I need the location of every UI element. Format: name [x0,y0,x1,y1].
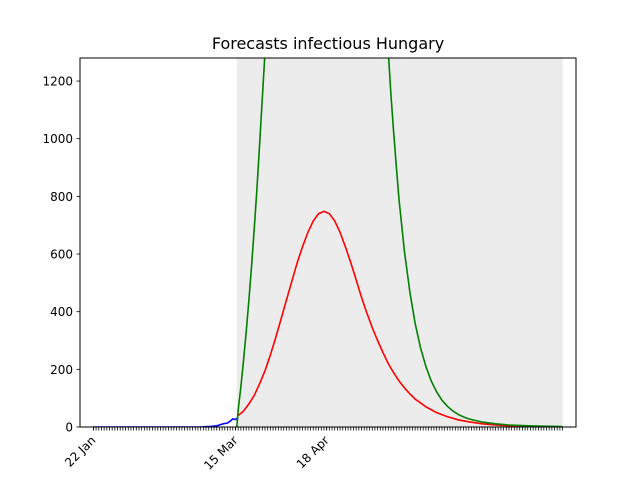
x-axis-ticks: 22 Jan 15 Mar 18 Apr [62,427,563,473]
chart-title: Forecasts infectious Hungary [212,34,444,53]
axes-frame [79,57,577,428]
x-tick-label: 22 Jan [62,433,98,469]
forecast-median-line [237,210,563,427]
y-tick-label: 400 [50,305,73,319]
y-tick-label: 1000 [42,132,73,146]
x-tick-label: 15 Mar [201,433,240,472]
y-tick-label: 0 [65,421,73,435]
y-tick-label: 200 [50,363,73,377]
y-axis-ticks: 0 200 400 600 800 1000 1200 [42,75,80,435]
y-tick-label: 1200 [42,75,73,89]
forecast-upper-line [236,58,563,427]
x-tick-label: 18 Apr [294,433,332,471]
y-tick-label: 600 [50,248,73,262]
uncertainty-band-layer [236,58,563,427]
y-tick-label: 800 [50,190,73,204]
uncertainty-band [236,58,563,427]
observed-series-line [93,417,239,427]
